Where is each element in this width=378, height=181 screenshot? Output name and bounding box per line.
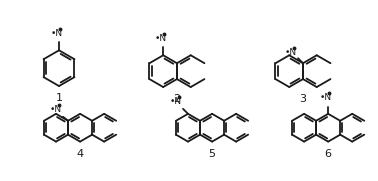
Text: •N: •N xyxy=(285,48,297,57)
Text: •N: •N xyxy=(320,93,332,102)
Text: 3: 3 xyxy=(299,94,307,104)
Text: 4: 4 xyxy=(76,149,84,159)
Text: 1: 1 xyxy=(56,93,62,103)
Text: •N: •N xyxy=(170,97,182,106)
Text: •N: •N xyxy=(50,29,63,38)
Text: 5: 5 xyxy=(209,149,215,159)
Text: •N: •N xyxy=(50,105,62,114)
Text: 2: 2 xyxy=(174,94,181,104)
Text: •N: •N xyxy=(155,34,167,43)
Text: 6: 6 xyxy=(325,149,332,159)
